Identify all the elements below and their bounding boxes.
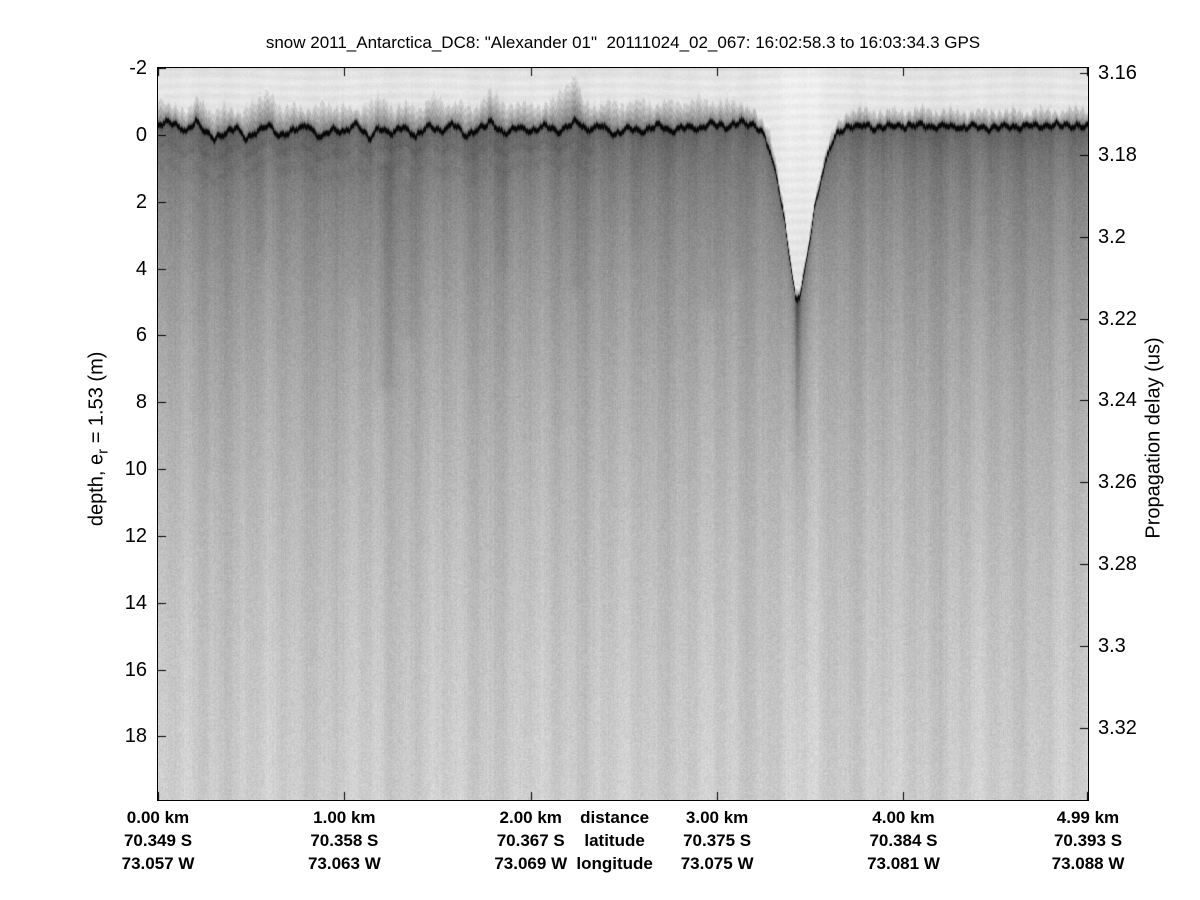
right-tick-label: 3.16 [1098, 61, 1137, 84]
left-axis-label: depth, er = 1.53 (m) [63, 352, 132, 549]
chart-title: snow 2011_Antarctica_DC8: "Alexander 01"… [265, 33, 981, 52]
bottom-axis-column: 0.00 km 70.349 S 73.057 W [88, 806, 228, 875]
right-tick-label: 3.22 [1098, 307, 1137, 330]
bottom-axis-column-line: 1.00 km [313, 808, 376, 827]
bottom-axis-column-line: 4.99 km [1056, 808, 1120, 827]
right-tick-label: 3.24 [1098, 389, 1137, 412]
left-tick-label: 18 [124, 725, 147, 748]
bottom-axis-column-line: 73.063 W [307, 854, 381, 873]
bottom-axis-column-line: 70.375 S [683, 831, 752, 850]
bottom-axis-column: 4.99 km 70.393 S 73.088 W [1018, 806, 1158, 875]
right-axis-label: Propagation delay (us) [1142, 337, 1165, 539]
bottom-axis-column-line: 73.088 W [1051, 854, 1125, 873]
bottom-axis-column-line: 4.00 km [872, 808, 935, 827]
bottom-axis-column: 1.00 km 70.358 S 73.063 W [274, 806, 414, 875]
left-tick-label: -2 [129, 57, 147, 79]
right-tick-label: 3.32 [1098, 716, 1137, 739]
right-tick-label: 3.18 [1098, 143, 1137, 166]
bottom-axis-column-line: 73.081 W [867, 854, 940, 873]
left-tick-label: 10 [124, 458, 147, 481]
bottom-axis-legend: distance latitude longitude [545, 806, 685, 875]
bottom-axis-column-line: 73.075 W [680, 854, 754, 873]
left-tick-label: 16 [124, 658, 147, 681]
left-axis-label-subscript: r [94, 448, 112, 454]
left-tick-label: 8 [135, 391, 147, 414]
left-tick-label: 4 [135, 257, 147, 280]
bottom-axis-column-line: 70.367 S [496, 831, 565, 850]
bottom-axis-column-line: 73.057 W [121, 854, 195, 873]
right-tick-label: 3.26 [1098, 471, 1137, 494]
right-tick-label: 3.2 [1098, 225, 1126, 248]
bottom-axis-column: 4.00 km 70.384 S 73.081 W [833, 806, 973, 875]
plot-frame [157, 67, 1089, 801]
bottom-axis-column: 2.00 km 70.367 S 73.069 W [461, 806, 601, 875]
bottom-axis-column-line: 70.393 S [1053, 831, 1123, 850]
bottom-axis-column-line: 70.358 S [310, 831, 379, 850]
left-tick-label: 6 [135, 324, 147, 347]
bottom-axis-legend-line: longitude [576, 854, 653, 873]
bottom-axis-legend-line: distance [580, 808, 650, 827]
bottom-axis-column-line: 70.349 S [123, 831, 193, 850]
bottom-axis-column-line: 2.00 km [499, 808, 562, 827]
right-tick-label: 3.3 [1098, 635, 1126, 658]
left-tick-label: 0 [135, 123, 147, 146]
right-tick-label: 3.28 [1098, 553, 1137, 576]
bottom-axis-legend-line: latitude [584, 831, 645, 850]
bottom-axis-column-line: 73.069 W [494, 854, 568, 873]
bottom-axis-column-line: 70.384 S [869, 831, 938, 850]
left-tick-label: 2 [135, 190, 147, 213]
bottom-axis-column-line: 3.00 km [685, 808, 749, 827]
radargram-canvas [158, 68, 1088, 800]
bottom-axis-column: 3.00 km 70.375 S 73.075 W [647, 806, 787, 875]
left-tick-label: 12 [124, 524, 147, 547]
left-tick-label: 14 [124, 591, 147, 614]
bottom-axis-column-line: 0.00 km [126, 808, 190, 827]
